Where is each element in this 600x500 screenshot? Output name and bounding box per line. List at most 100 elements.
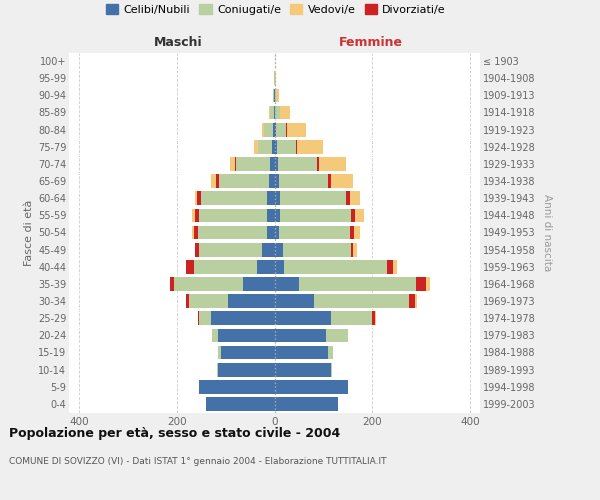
Bar: [211, 312, 275, 325]
Bar: [280, 192, 346, 205]
Bar: [275, 140, 277, 153]
Bar: [354, 226, 360, 239]
Bar: [275, 294, 314, 308]
Bar: [287, 123, 307, 136]
Bar: [218, 363, 275, 376]
Bar: [269, 174, 275, 188]
Bar: [275, 157, 278, 171]
Bar: [393, 260, 397, 274]
Bar: [217, 363, 218, 376]
Bar: [216, 174, 219, 188]
Bar: [259, 140, 272, 153]
Bar: [409, 294, 415, 308]
Bar: [317, 157, 319, 171]
Bar: [242, 277, 275, 291]
Bar: [280, 106, 290, 120]
Bar: [199, 208, 267, 222]
Bar: [235, 157, 236, 171]
Bar: [219, 174, 269, 188]
Bar: [299, 277, 416, 291]
Bar: [314, 294, 409, 308]
Bar: [197, 312, 199, 325]
Bar: [211, 174, 216, 188]
Bar: [296, 140, 323, 153]
Bar: [276, 123, 286, 136]
Bar: [197, 226, 267, 239]
Bar: [272, 88, 274, 102]
Bar: [199, 312, 211, 325]
Bar: [286, 123, 287, 136]
Bar: [319, 157, 346, 171]
Bar: [283, 243, 351, 256]
Bar: [277, 140, 296, 153]
Bar: [264, 123, 273, 136]
Bar: [331, 312, 373, 325]
Bar: [275, 363, 331, 376]
Bar: [284, 260, 387, 274]
Bar: [275, 380, 348, 394]
Bar: [275, 226, 280, 239]
Bar: [275, 208, 280, 222]
Bar: [350, 192, 360, 205]
Bar: [206, 397, 275, 411]
Bar: [194, 226, 197, 239]
Bar: [280, 174, 328, 188]
Text: COMUNE DI SOVIZZO (VI) - Dati ISTAT 1° gennaio 2004 - Elaborazione TUTTITALIA.IT: COMUNE DI SOVIZZO (VI) - Dati ISTAT 1° g…: [9, 458, 386, 466]
Bar: [262, 123, 264, 136]
Bar: [416, 277, 426, 291]
Bar: [189, 294, 228, 308]
Bar: [275, 277, 299, 291]
Bar: [275, 106, 280, 120]
Text: Maschi: Maschi: [154, 36, 202, 49]
Y-axis label: Fasce di età: Fasce di età: [23, 200, 34, 266]
Bar: [274, 106, 275, 120]
Bar: [269, 106, 274, 120]
Bar: [195, 208, 199, 222]
Bar: [257, 260, 275, 274]
Bar: [174, 277, 242, 291]
Bar: [192, 226, 194, 239]
Bar: [387, 260, 393, 274]
Bar: [326, 328, 348, 342]
Bar: [272, 140, 275, 153]
Bar: [267, 192, 275, 205]
Bar: [275, 328, 326, 342]
Bar: [355, 208, 364, 222]
Legend: Celibi/Nubili, Coniugati/e, Vedovi/e, Divorziati/e: Celibi/Nubili, Coniugati/e, Vedovi/e, Di…: [101, 0, 451, 20]
Bar: [328, 346, 333, 360]
Bar: [195, 192, 197, 205]
Bar: [375, 312, 376, 325]
Bar: [269, 157, 275, 171]
Bar: [331, 174, 353, 188]
Bar: [195, 243, 199, 256]
Bar: [267, 208, 275, 222]
Bar: [254, 140, 259, 153]
Bar: [194, 260, 257, 274]
Bar: [373, 312, 375, 325]
Bar: [415, 294, 418, 308]
Bar: [236, 157, 269, 171]
Bar: [275, 312, 331, 325]
Bar: [199, 380, 275, 394]
Bar: [221, 346, 275, 360]
Bar: [275, 174, 280, 188]
Bar: [275, 72, 276, 85]
Bar: [280, 208, 352, 222]
Bar: [353, 243, 357, 256]
Bar: [201, 192, 267, 205]
Bar: [212, 328, 218, 342]
Bar: [350, 226, 354, 239]
Bar: [275, 243, 283, 256]
Bar: [230, 157, 235, 171]
Bar: [262, 243, 275, 256]
Bar: [267, 226, 275, 239]
Text: Popolazione per età, sesso e stato civile - 2004: Popolazione per età, sesso e stato civil…: [9, 428, 340, 440]
Bar: [187, 294, 189, 308]
Bar: [275, 192, 280, 205]
Bar: [228, 294, 275, 308]
Bar: [352, 208, 355, 222]
Bar: [275, 88, 277, 102]
Bar: [199, 243, 262, 256]
Bar: [278, 157, 317, 171]
Bar: [426, 277, 430, 291]
